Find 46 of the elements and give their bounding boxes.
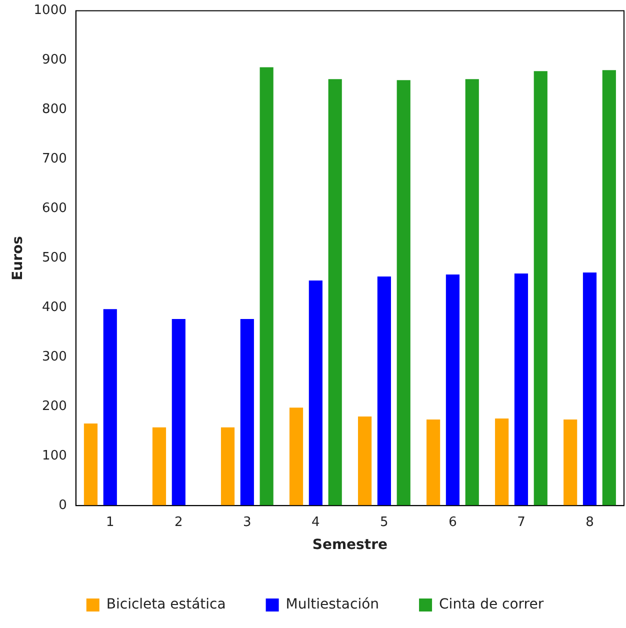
x-tick-label: 7 — [517, 514, 526, 530]
legend-label: Cinta de correr — [439, 596, 544, 613]
x-tick-label: 1 — [106, 514, 114, 530]
bar — [220, 427, 235, 506]
bar — [328, 79, 342, 506]
x-axis-title: Semestre — [312, 537, 388, 554]
bar — [358, 416, 372, 506]
x-tick-label: 4 — [312, 514, 320, 530]
y-tick-label: 0 — [58, 498, 67, 513]
x-tick-label: 3 — [243, 514, 252, 530]
bar — [564, 420, 578, 506]
y-tick-label: 200 — [42, 399, 67, 414]
bar — [396, 80, 410, 506]
bar — [446, 274, 460, 506]
bar — [465, 79, 479, 506]
y-tick-label: 400 — [42, 300, 67, 316]
y-tick-label: 800 — [42, 102, 67, 118]
bar — [534, 71, 548, 506]
bar — [103, 309, 117, 506]
bar — [495, 418, 509, 506]
x-tick-label: 5 — [380, 514, 388, 530]
bar — [602, 70, 616, 506]
y-tick-label: 500 — [42, 250, 67, 266]
bar — [172, 319, 186, 506]
legend-label: Multiestación — [286, 596, 380, 613]
bar — [514, 274, 528, 506]
bar — [377, 276, 391, 506]
bar — [308, 280, 322, 506]
y-tick-label: 300 — [42, 350, 67, 365]
legend-label: Bicicleta estática — [106, 596, 226, 613]
bar — [260, 67, 274, 506]
y-tick-label: 1000 — [34, 3, 67, 18]
x-tick-label: 8 — [586, 514, 594, 530]
bar — [240, 319, 254, 506]
y-tick-label: 100 — [42, 448, 67, 464]
y-tick-label: 600 — [42, 201, 67, 216]
bar — [426, 420, 440, 506]
bar — [289, 408, 304, 506]
y-axis-title: Euros — [10, 236, 26, 280]
bar — [84, 423, 98, 506]
x-tick-label: 6 — [448, 514, 457, 530]
y-tick-label: 900 — [42, 52, 67, 68]
bar — [582, 272, 597, 506]
bar — [152, 427, 166, 506]
x-tick-label: 2 — [174, 514, 183, 530]
y-tick-label: 700 — [42, 152, 67, 167]
